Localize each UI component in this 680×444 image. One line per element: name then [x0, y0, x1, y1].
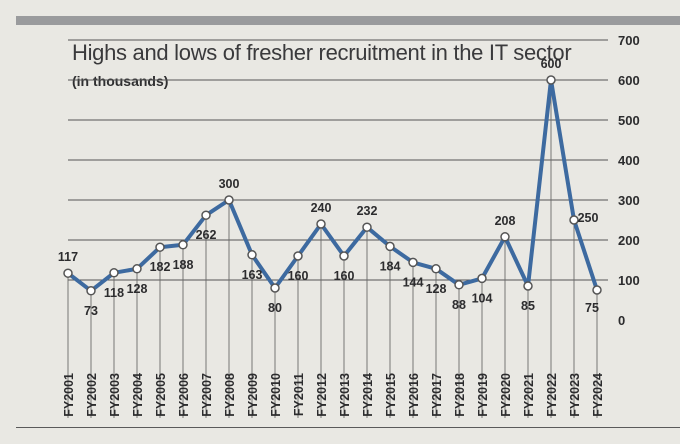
chart-subtitle: (in thousands): [72, 73, 169, 89]
data-label: 600: [541, 57, 562, 71]
data-point: [362, 222, 372, 232]
x-tick-label: FY2020: [499, 373, 513, 417]
y-tick-label: 200: [618, 233, 640, 248]
y-tick-label: 300: [618, 193, 640, 208]
data-point: [592, 285, 602, 295]
data-label: 160: [288, 269, 309, 283]
x-tick-label: FY2012: [315, 373, 329, 417]
data-point: [270, 283, 280, 293]
data-point: [569, 215, 579, 225]
data-label: 128: [426, 282, 447, 296]
y-tick-label: 600: [618, 73, 640, 88]
data-point: [477, 273, 487, 284]
data-label: 104: [472, 291, 493, 305]
y-tick-label: 400: [618, 153, 640, 168]
data-label: 160: [334, 269, 355, 283]
data-point: [339, 251, 349, 261]
x-tick-label: FY2017: [430, 373, 444, 417]
data-point: [155, 242, 165, 252]
data-point: [132, 264, 142, 274]
x-tick-label: FY2023: [568, 373, 582, 417]
data-label: 75: [585, 301, 599, 315]
data-label: 250: [578, 211, 599, 225]
x-tick-label: FY2015: [384, 373, 398, 417]
data-label: 118: [104, 286, 124, 300]
x-tick-label: FY2022: [545, 373, 559, 417]
data-label: 182: [150, 260, 171, 274]
x-tick-label: FY2005: [154, 373, 168, 417]
data-label: 73: [84, 304, 98, 318]
data-point: [109, 268, 119, 278]
y-tick-label: 100: [618, 273, 640, 288]
x-tick-label: FY2011: [292, 373, 306, 416]
data-label: 144: [403, 275, 424, 289]
data-point: [316, 219, 326, 229]
data-label: 85: [521, 299, 535, 313]
data-label: 188: [173, 258, 194, 272]
data-label: 117: [58, 250, 78, 264]
data-point: [523, 281, 533, 291]
x-tick-label: FY2014: [361, 373, 375, 417]
x-tick-label: FY2003: [108, 373, 122, 417]
x-tick-label: FY2009: [246, 373, 260, 417]
x-tick-label: FY2019: [476, 373, 490, 417]
data-point: [63, 268, 73, 278]
data-point: [178, 240, 188, 250]
x-tick-label: FY2006: [177, 373, 191, 417]
data-point: [247, 250, 257, 260]
data-point: [431, 264, 441, 274]
series-line: [66, 78, 599, 293]
x-tick-label: FY2004: [131, 373, 145, 417]
data-point: [201, 210, 211, 220]
x-tick-label: FY2001: [62, 373, 76, 417]
data-point: [408, 257, 418, 268]
data-label: 300: [219, 177, 240, 191]
data-label: 232: [357, 204, 378, 218]
y-tick-label: 0: [618, 313, 625, 328]
data-point: [546, 75, 556, 85]
data-label: 240: [311, 201, 332, 215]
y-tick-label: 500: [618, 113, 640, 128]
x-tick-label: FY2002: [85, 373, 99, 417]
data-label: 88: [452, 298, 466, 312]
data-label: 184: [380, 259, 401, 273]
x-tick-label: FY2007: [200, 373, 214, 417]
x-tick-label: FY2010: [269, 373, 283, 417]
data-point: [454, 280, 464, 290]
data-label: 128: [127, 282, 148, 296]
y-tick-label: 700: [618, 33, 640, 48]
chart-title: Highs and lows of fresher recruitment in…: [72, 40, 572, 65]
footer-rule: [16, 427, 680, 428]
x-tick-label: FY2024: [591, 373, 605, 417]
data-label: 80: [268, 301, 282, 315]
data-label: 262: [196, 228, 217, 242]
x-tick-label: FY2013: [338, 373, 352, 417]
header-rule: [16, 16, 680, 25]
data-label: 163: [242, 268, 263, 282]
x-tick-label: FY2021: [522, 373, 536, 417]
data-point: [385, 241, 395, 252]
x-tick-label: FY2016: [407, 373, 421, 417]
data-point: [86, 286, 96, 296]
data-point: [500, 232, 510, 242]
data-point: [224, 195, 234, 205]
x-tick-label: FY2018: [453, 373, 467, 417]
data-label: 208: [495, 214, 516, 228]
x-tick-label: FY2008: [223, 373, 237, 417]
data-point: [293, 251, 303, 261]
